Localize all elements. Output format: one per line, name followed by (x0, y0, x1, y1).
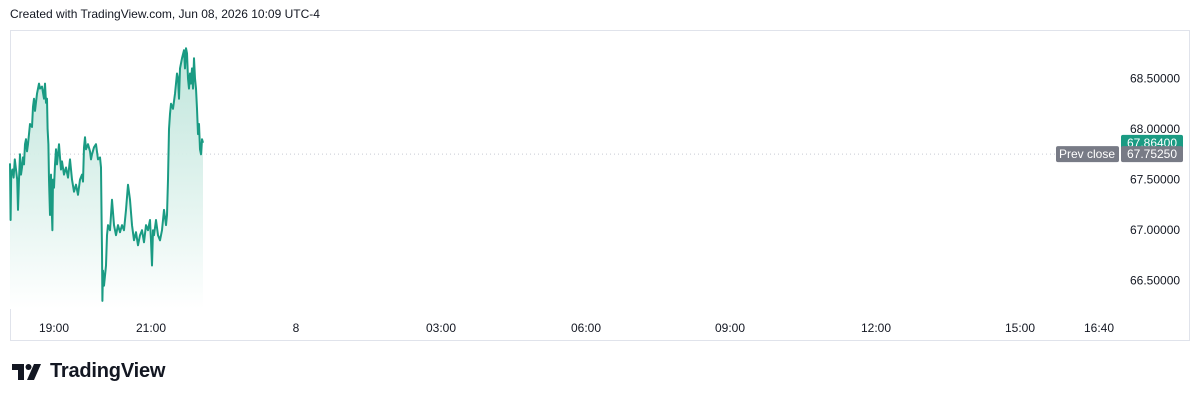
x-tick-label: 03:00 (426, 321, 456, 335)
prev-close-tag (1056, 146, 1119, 163)
y-tick-label: 67.00000 (1130, 223, 1180, 237)
x-tick-label: 09:00 (715, 321, 745, 335)
x-tick-label: 06:00 (571, 321, 601, 335)
prev-close-badge (1121, 146, 1183, 163)
y-tick-label: 66.50000 (1130, 274, 1180, 288)
price-area-fill (10, 48, 203, 309)
brand-name: TradingView (50, 360, 166, 382)
price-line (9, 47, 204, 302)
tv-logo-icon (12, 363, 41, 380)
y-tick-label: 68.00000 (1130, 122, 1180, 136)
x-tick-label: 16:40 (1084, 321, 1114, 335)
prev-close-text: Prev close (1059, 147, 1115, 161)
tradingview-logo[interactable]: TradingView (12, 360, 165, 383)
x-tick-label: 19:00 (39, 321, 69, 335)
prev-close-value: 67.75250 (1127, 147, 1177, 161)
x-tick-label: 12:00 (861, 321, 891, 335)
y-tick-label: 68.50000 (1130, 72, 1180, 86)
x-tick-label: 21:00 (136, 321, 166, 335)
x-tick-label: 8 (293, 321, 300, 335)
x-tick-label: 15:00 (1005, 321, 1035, 335)
y-tick-label: 67.50000 (1130, 173, 1180, 187)
chart-caption: Created with TradingView.com, Jun 08, 20… (10, 7, 320, 21)
